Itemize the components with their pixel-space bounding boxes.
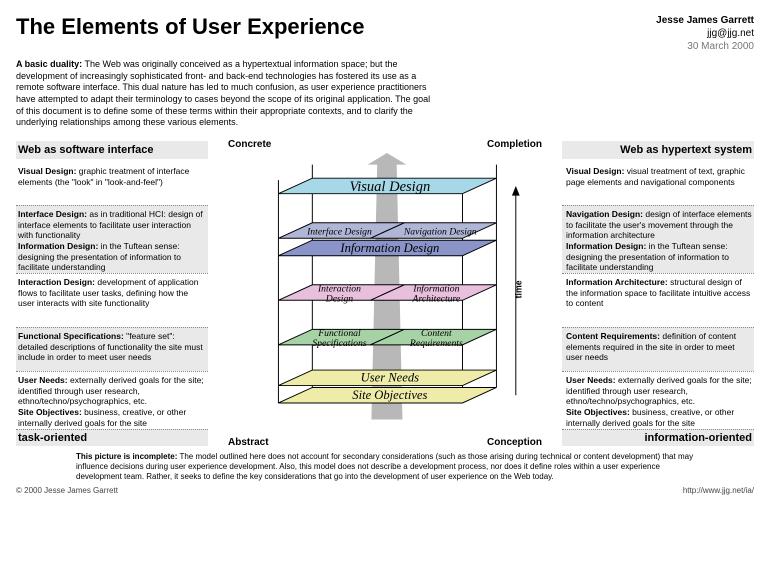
right-l2: Navigation Design: design of interface e… xyxy=(562,205,754,273)
term: Site Objectives: xyxy=(18,407,82,417)
grey-arrow-head xyxy=(368,153,407,165)
footer: © 2000 Jesse James Garrett http://www.jj… xyxy=(16,486,754,495)
svg-text:Navigation Design: Navigation Design xyxy=(403,227,477,238)
axis-completion: Completion xyxy=(487,139,542,150)
svg-text:Visual Design: Visual Design xyxy=(349,179,430,195)
right-column: Web as hypertext system Visual Design: v… xyxy=(562,141,754,446)
svg-text:Site Objectives: Site Objectives xyxy=(352,388,427,402)
right-heading: Web as hypertext system xyxy=(562,141,754,159)
right-l5: User Needs: externally derived goals for… xyxy=(562,371,754,429)
svg-text:User Needs: User Needs xyxy=(361,371,419,385)
left-l3: Interaction Design: development of appli… xyxy=(16,273,208,327)
term: User Needs: xyxy=(18,375,68,385)
term: Information Design: xyxy=(18,241,98,251)
plane-level2-top: Interface Design Navigation Design xyxy=(278,223,496,239)
center-diagram: Concrete Completion Abstract Conception xyxy=(208,141,562,446)
left-l2: Interface Design: as in traditional HCI:… xyxy=(16,205,208,273)
axis-abstract: Abstract xyxy=(228,437,269,448)
intro-paragraph: A basic duality: The Web was originally … xyxy=(16,59,436,129)
author-date: 30 March 2000 xyxy=(656,40,754,53)
left-l4: Functional Specifications: "feature set"… xyxy=(16,327,208,371)
header: The Elements of User Experience Jesse Ja… xyxy=(16,14,754,53)
page-title: The Elements of User Experience xyxy=(16,14,364,40)
time-arrow-head xyxy=(512,186,520,196)
right-orient: information-oriented xyxy=(562,429,754,446)
axis-concrete: Concrete xyxy=(228,139,271,150)
svg-text:Information Design: Information Design xyxy=(339,241,439,255)
left-l5: User Needs: externally derived goals for… xyxy=(16,371,208,429)
term: Site Objectives: xyxy=(566,407,630,417)
svg-text:Requirements: Requirements xyxy=(409,338,463,349)
svg-text:Interface Design: Interface Design xyxy=(306,227,372,238)
term: Interaction Design: xyxy=(18,277,95,287)
copyright: © 2000 Jesse James Garrett xyxy=(16,486,118,495)
author-name: Jesse James Garrett xyxy=(656,14,754,27)
axis-conception: Conception xyxy=(487,437,542,448)
right-l4: Content Requirements: definition of cont… xyxy=(562,327,754,371)
term: Interface Design: xyxy=(18,209,87,219)
plane-visual: Visual Design xyxy=(278,178,496,195)
planes-svg: time Site Objectives User Needs xyxy=(220,153,550,434)
planes-svg-wrap: time Site Objectives User Needs xyxy=(220,153,550,434)
page: The Elements of User Experience Jesse Ja… xyxy=(0,0,770,584)
svg-text:Specifications: Specifications xyxy=(312,338,366,349)
svg-text:Architecture: Architecture xyxy=(412,293,461,304)
intro-lead: A basic duality: xyxy=(16,59,82,69)
term: Information Design: xyxy=(566,241,646,251)
left-orient: task-oriented xyxy=(16,429,208,446)
plane-userneeds: User Needs xyxy=(278,370,496,386)
left-l1: Visual Design: graphic treatment of inte… xyxy=(16,163,208,205)
time-label: time xyxy=(514,280,524,298)
plane-siteobj: Site Objectives xyxy=(278,388,496,404)
term: Content Requirements: xyxy=(566,331,660,341)
svg-text:Design: Design xyxy=(325,293,354,304)
left-column: Web as software interface Visual Design:… xyxy=(16,141,208,446)
right-l3: Information Architecture: structural des… xyxy=(562,273,754,327)
term: Visual Design: xyxy=(566,166,624,176)
plane-infodesign: Information Design xyxy=(278,240,496,256)
right-l1: Visual Design: visual treatment of text,… xyxy=(562,163,754,205)
footnote: This picture is incomplete: The model ou… xyxy=(76,452,694,482)
footer-url: http://www.jjg.net/ia/ xyxy=(683,486,754,495)
author-email: jjg@jjg.net xyxy=(656,27,754,40)
footnote-lead: This picture is incomplete: xyxy=(76,452,177,461)
term: Information Architecture: xyxy=(566,277,668,287)
intro-body: The Web was originally conceived as a hy… xyxy=(16,59,430,127)
term: Functional Specifications: xyxy=(18,331,124,341)
term: Visual Design: xyxy=(18,166,76,176)
term: User Needs: xyxy=(566,375,616,385)
main-row: Web as software interface Visual Design:… xyxy=(16,141,754,446)
left-heading: Web as software interface xyxy=(16,141,208,159)
term: Navigation Design: xyxy=(566,209,643,219)
author-block: Jesse James Garrett jjg@jjg.net 30 March… xyxy=(656,14,754,53)
